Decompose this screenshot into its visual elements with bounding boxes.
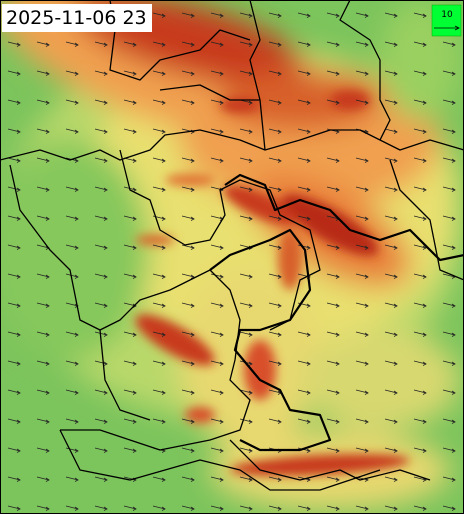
timestamp: 2025-11-06 23 xyxy=(6,7,147,29)
legend-arrow xyxy=(434,25,460,31)
borders xyxy=(1,1,463,491)
timestamp-box xyxy=(2,4,152,32)
legend-box xyxy=(431,4,462,37)
legend-label: 10 xyxy=(441,10,453,20)
